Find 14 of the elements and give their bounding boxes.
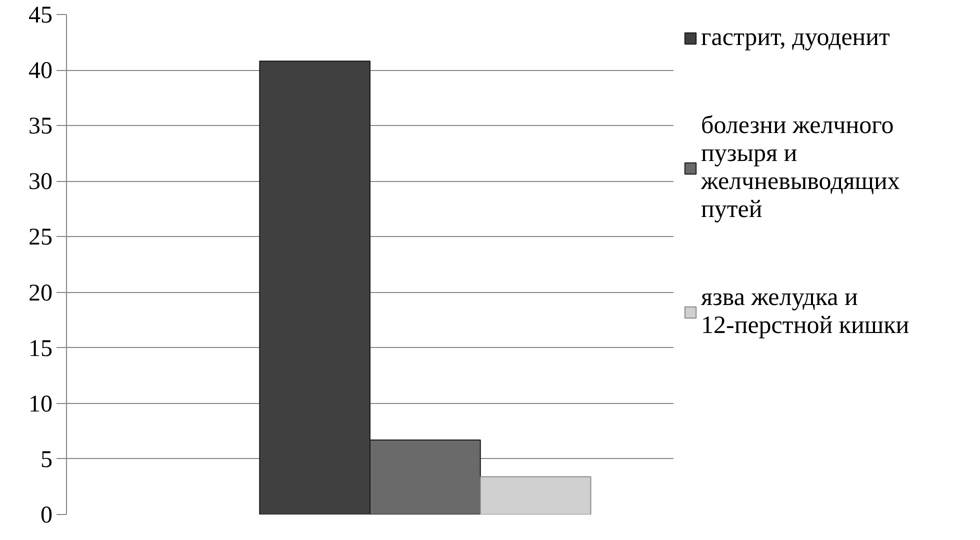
- y-tick-label: 5: [40, 446, 52, 473]
- y-tick-label: 35: [28, 114, 52, 140]
- y-tick-label: 45: [28, 2, 52, 28]
- y-tick-label: 40: [28, 58, 52, 84]
- legend-label: гастрит, дуоденит: [701, 24, 890, 52]
- legend-label: болезни желчного пузыря и желчневыводящих путей: [701, 112, 900, 224]
- y-tick-label: 0: [40, 502, 52, 528]
- y-tick-label: 10: [28, 391, 52, 418]
- bar: [480, 476, 592, 514]
- legend-label: язва желудка и 12-перстной кишки: [701, 284, 910, 340]
- y-tick-label: 15: [28, 336, 52, 362]
- y-tick-label: 20: [28, 280, 52, 306]
- y-tick-label: 25: [28, 224, 52, 251]
- y-tick-label: 30: [28, 169, 52, 196]
